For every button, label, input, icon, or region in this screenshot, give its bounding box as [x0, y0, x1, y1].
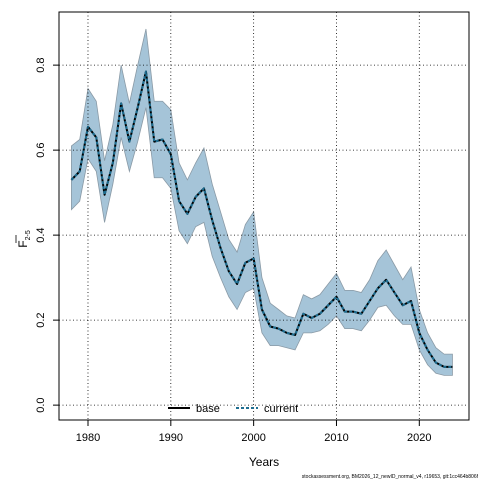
confidence-band: [71, 28, 453, 376]
plot-frame: [58, 11, 470, 421]
y-axis-title: F2-5: [16, 230, 32, 248]
y-tick-label: 0.4: [35, 227, 47, 242]
grid: [59, 12, 469, 420]
y-tick-label: 0.6: [35, 142, 47, 157]
x-tick-label: 2020: [407, 432, 431, 444]
x-axis-title: Years: [249, 455, 279, 469]
plot-area: [70, 28, 453, 376]
x-tick-label: 1990: [159, 432, 183, 444]
y-axis-title-subscript: 2-5: [25, 230, 32, 240]
x-tick-label: 2010: [324, 432, 348, 444]
axes: 1980 1990 2000 2010 2020 0.0 0.2 0.4 0.6 0.8: [35, 11, 470, 444]
series-line-base: [70, 70, 453, 368]
y-axis-title-group: F2-5: [15, 230, 32, 248]
y-tick-label: 0.2: [35, 312, 47, 327]
y-tick-label: 0.0: [35, 397, 47, 412]
legend: base current: [168, 403, 298, 415]
x-tick-label: 1980: [76, 432, 100, 444]
footer-credit: stockassessment.org, BM2026_12_newID_nor…: [302, 474, 479, 480]
y-tick-label: 0.8: [35, 57, 47, 72]
legend-label-base: base: [196, 403, 220, 415]
x-tick-label: 2000: [241, 432, 265, 444]
legend-label-current: current: [264, 403, 298, 415]
y-axis-title-main: F: [16, 240, 30, 247]
